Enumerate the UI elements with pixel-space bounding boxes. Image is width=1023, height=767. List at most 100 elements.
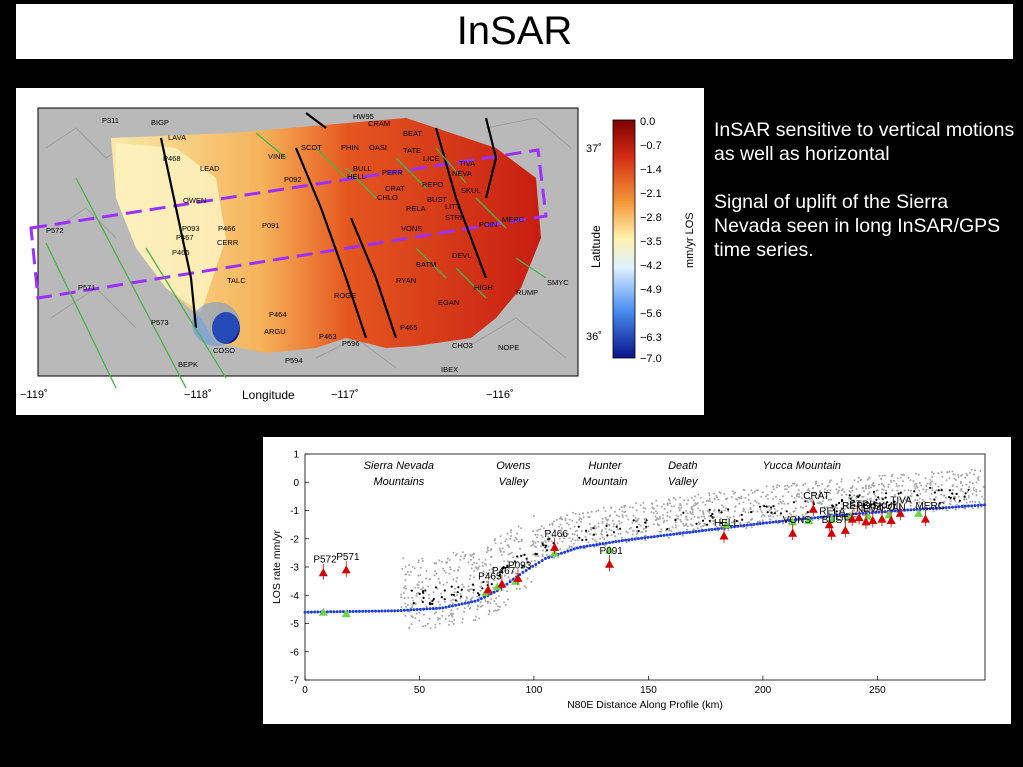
cloud-point xyxy=(884,474,886,477)
cloud-point xyxy=(721,504,724,507)
profile-point xyxy=(637,529,640,533)
cloud-point xyxy=(841,488,844,491)
cloud-point xyxy=(487,613,490,616)
profile-point xyxy=(645,519,648,522)
model-point xyxy=(652,535,656,539)
model-point xyxy=(928,507,932,511)
cloud-point xyxy=(702,501,705,504)
cloud-point xyxy=(651,506,654,509)
cloud-point xyxy=(489,563,492,566)
profile-point xyxy=(682,511,685,514)
cloud-point xyxy=(498,606,501,608)
cloud-point xyxy=(655,499,658,502)
cloud-point xyxy=(816,502,819,505)
cloud-point xyxy=(510,529,513,532)
model-point xyxy=(591,543,595,547)
cloud-point xyxy=(668,516,671,519)
cloud-point xyxy=(437,600,440,603)
profile-point xyxy=(457,586,460,589)
profile-point xyxy=(428,602,431,605)
cloud-point xyxy=(615,514,618,517)
cloud-point xyxy=(696,527,699,530)
cloud-point xyxy=(519,547,522,550)
profile-point xyxy=(770,506,773,509)
cloud-point xyxy=(406,571,409,573)
cloud-point xyxy=(473,570,475,572)
model-point xyxy=(893,509,897,513)
cloud-point xyxy=(957,476,960,479)
cloud-point xyxy=(926,482,929,485)
station-labels: P311 BIGP HW95 CRAM BEAT P468 LAVA SCOT … xyxy=(46,112,569,374)
model-point xyxy=(816,516,820,520)
cloud-point xyxy=(465,596,468,599)
cloud-point xyxy=(867,485,870,488)
cloud-point xyxy=(793,510,796,512)
station-label: P596 xyxy=(342,339,360,348)
cloud-point xyxy=(977,506,980,509)
cloud-point xyxy=(509,578,511,581)
cloud-point xyxy=(896,477,899,480)
profile-point xyxy=(706,523,709,526)
cloud-point xyxy=(434,570,437,573)
model-point xyxy=(803,517,807,521)
model-point xyxy=(800,517,804,521)
cloud-point xyxy=(534,533,537,536)
cloud-point xyxy=(824,488,826,491)
cloud-point xyxy=(566,522,569,525)
cloud-point xyxy=(636,519,639,522)
cloud-point xyxy=(502,551,505,553)
station-label: LITT xyxy=(863,502,884,513)
cloud-point xyxy=(734,510,736,513)
cloud-point xyxy=(503,601,505,604)
profile-point xyxy=(852,499,855,502)
cloud-point xyxy=(654,519,657,522)
model-point xyxy=(659,534,663,538)
cloud-point xyxy=(478,558,481,561)
model-point xyxy=(595,543,599,547)
cloud-point xyxy=(860,478,863,481)
cloud-point xyxy=(783,502,786,505)
cloud-point xyxy=(823,506,826,509)
cloud-point xyxy=(898,484,900,487)
cloud-point xyxy=(572,542,575,545)
model-point xyxy=(691,530,695,534)
svg-text:−4.9: −4.9 xyxy=(640,284,662,296)
profile-point xyxy=(717,509,721,512)
cloud-point xyxy=(441,610,444,613)
cloud-point xyxy=(829,492,832,495)
profile-point xyxy=(513,560,516,563)
cloud-point xyxy=(677,515,680,518)
cloud-point xyxy=(618,515,621,518)
cloud-point xyxy=(463,607,466,610)
cloud-point xyxy=(634,519,637,522)
cloud-point xyxy=(866,478,869,481)
cloud-point xyxy=(593,539,596,542)
cloud-point xyxy=(464,555,466,558)
cloud-point xyxy=(481,604,484,607)
cloud-point xyxy=(668,529,671,532)
cloud-point xyxy=(966,474,969,477)
cloud-point xyxy=(436,587,439,590)
cloud-point xyxy=(642,527,645,530)
model-point xyxy=(575,546,579,550)
cloud-point xyxy=(494,542,497,545)
insar-deformation-field xyxy=(111,118,541,353)
cloud-point xyxy=(662,521,665,524)
cloud-point xyxy=(876,489,879,492)
cloud-point xyxy=(422,625,425,628)
cloud-point xyxy=(608,528,611,531)
cloud-point xyxy=(862,486,865,489)
model-point xyxy=(983,503,987,507)
cloud-point xyxy=(682,522,685,525)
cloud-point xyxy=(940,471,943,474)
cloud-point xyxy=(802,484,805,487)
cloud-point xyxy=(864,484,867,487)
model-point xyxy=(614,540,618,544)
cloud-point xyxy=(769,515,772,518)
station-label: HW95 xyxy=(353,112,374,121)
cloud-point xyxy=(924,477,927,480)
profile-point xyxy=(421,600,424,604)
cloud-point xyxy=(730,496,733,499)
cloud-point xyxy=(506,532,509,535)
cloud-point xyxy=(797,489,800,492)
